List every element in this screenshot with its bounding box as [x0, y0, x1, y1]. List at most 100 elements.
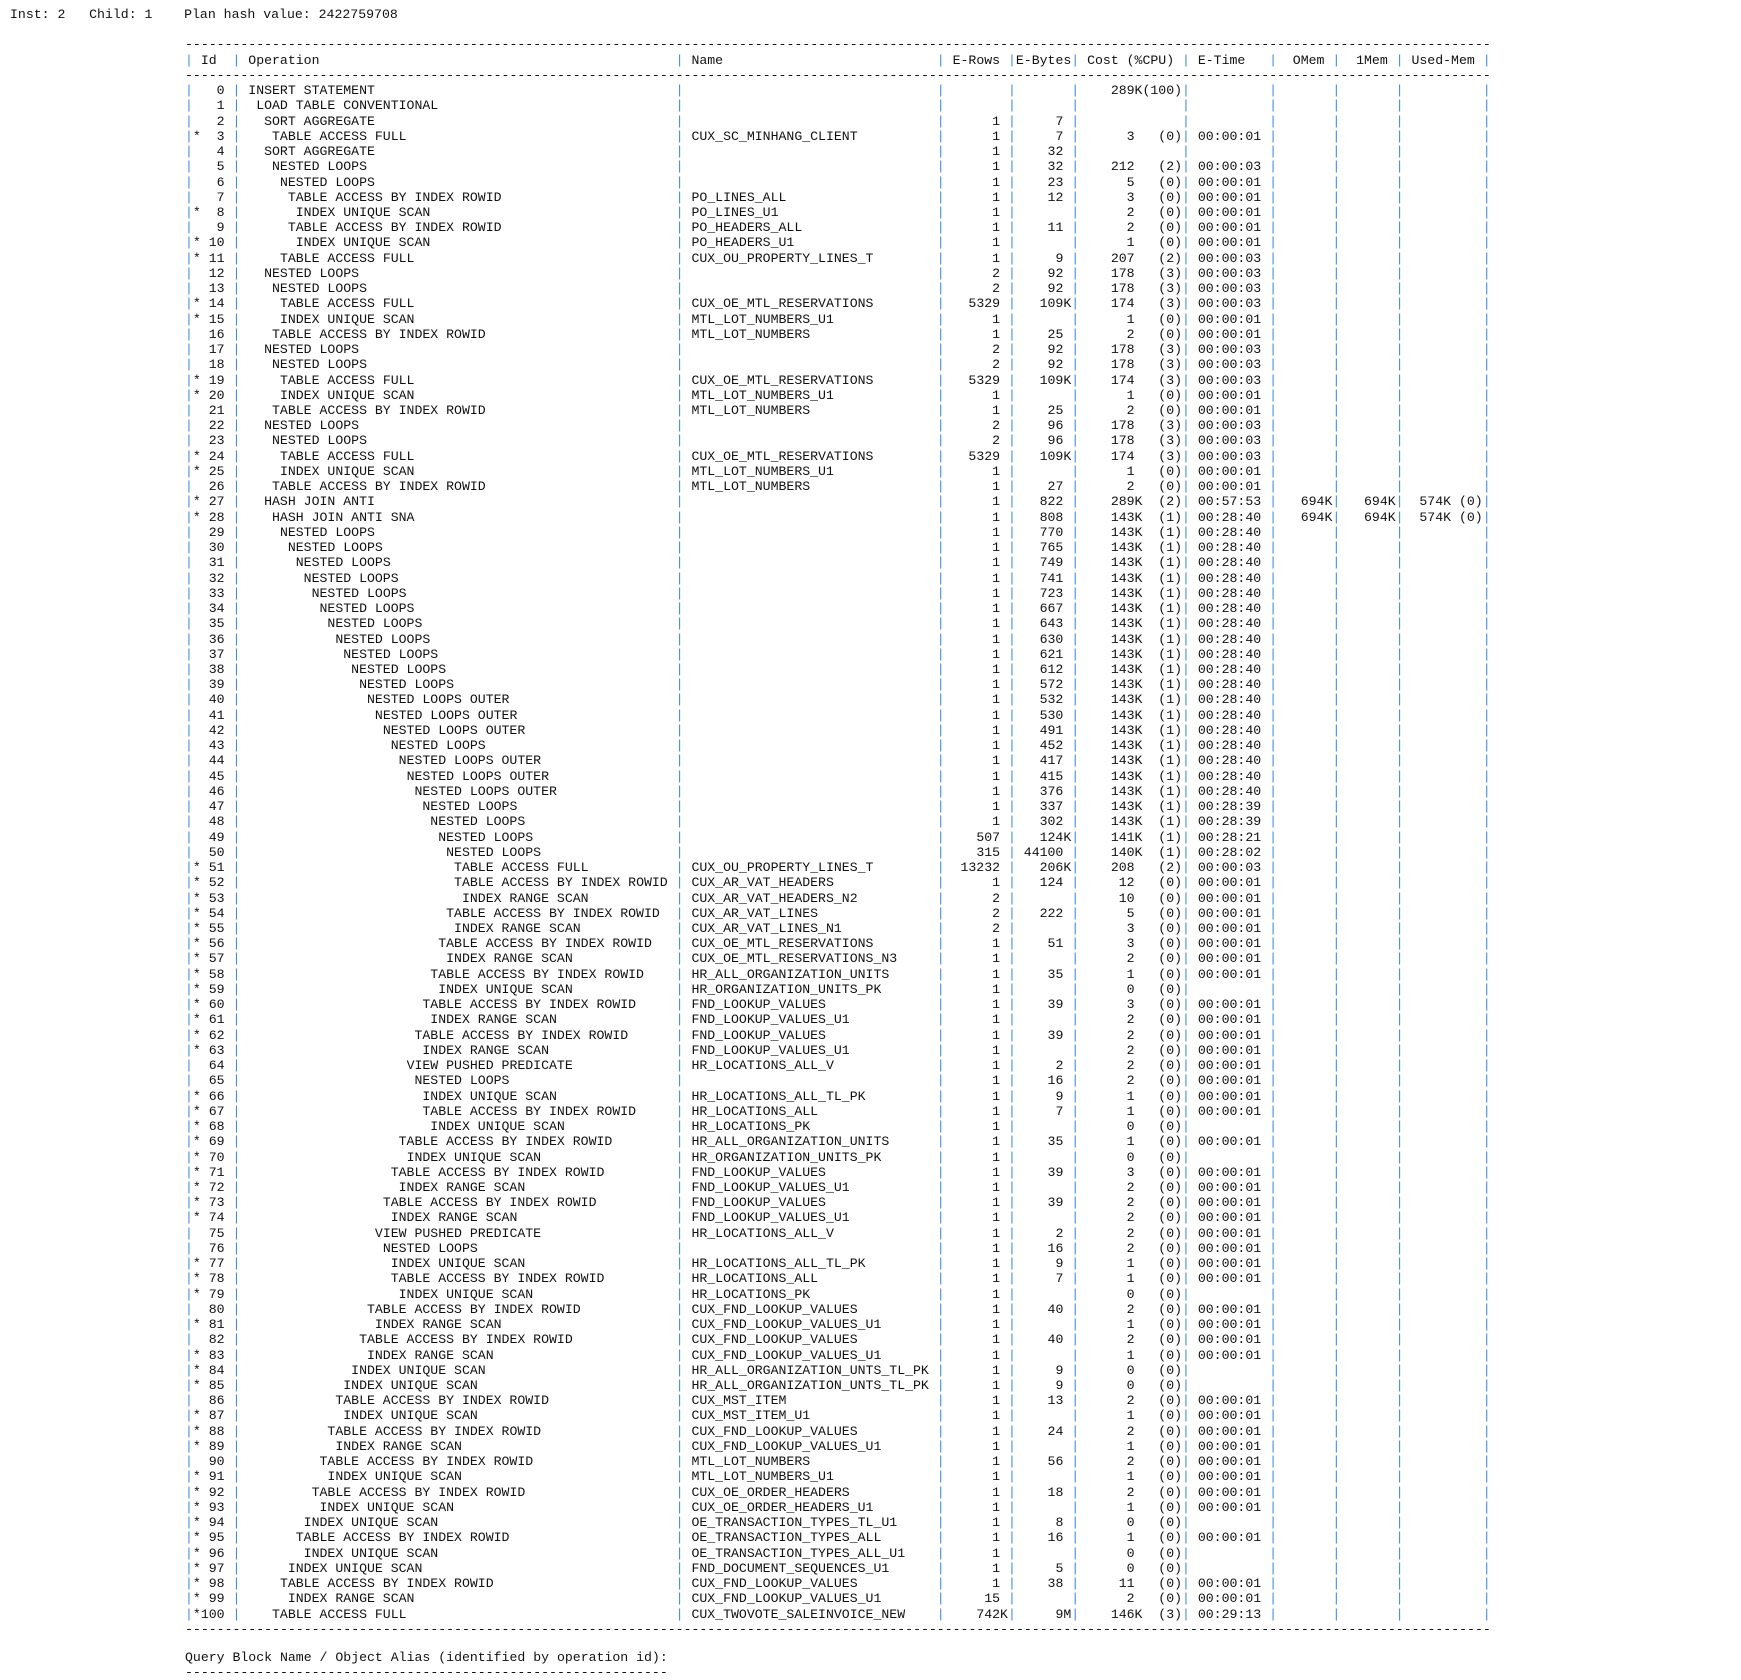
used-mem	[1404, 814, 1483, 829]
column-separator	[937, 418, 945, 433]
column-separator	[937, 1119, 945, 1134]
column-separator	[1483, 1089, 1491, 1104]
column-separator	[1483, 312, 1491, 327]
cost: 2	[1126, 1058, 1135, 1074]
plan-row: 64VIEW PUSHED PREDICATEHR_LOCATIONS_ALL_…	[185, 1058, 1491, 1073]
operation-id: 59	[208, 981, 225, 997]
1mem	[1340, 1241, 1395, 1256]
column-separator	[937, 891, 945, 906]
cost-cell: 1 (0)	[1079, 388, 1182, 403]
column-separator	[1269, 1012, 1277, 1027]
column-separator	[1269, 525, 1277, 540]
column-separator	[937, 1287, 945, 1302]
column-separator	[1332, 1287, 1340, 1302]
column-separator	[1008, 921, 1016, 936]
used-mem	[1404, 479, 1483, 494]
operation-id: 34	[208, 601, 225, 617]
id-cell: * 74	[193, 1210, 233, 1225]
column-separator	[185, 327, 193, 342]
id-cell: 0	[193, 83, 233, 98]
column-separator	[937, 951, 945, 966]
operation-id: 98	[208, 1576, 225, 1592]
object-name	[684, 662, 937, 677]
column-separator	[185, 1073, 193, 1088]
used-mem	[1404, 1226, 1483, 1241]
cpu-percent: (3)	[1158, 357, 1183, 373]
id-cell: * 71	[193, 1165, 233, 1180]
omem	[1277, 738, 1332, 753]
e-rows: 1	[992, 1393, 1001, 1409]
column-separator	[185, 1317, 193, 1332]
operation-id: 28	[208, 509, 225, 525]
object-name: PO_LINES_U1	[691, 204, 779, 220]
e-time: 00:28:40	[1197, 524, 1262, 540]
column-separator	[1483, 1485, 1491, 1500]
column-separator	[1008, 1332, 1016, 1347]
1mem	[1340, 205, 1395, 220]
cost-cell: 12 (0)	[1079, 875, 1182, 890]
e-rows: 2	[992, 281, 1001, 297]
object-name	[684, 753, 937, 768]
table-header-row: IdOperationNameE-RowsE-BytesCost (%CPU)E…	[185, 53, 1491, 68]
e-rows: 2	[992, 890, 1001, 906]
plan-row: 82TABLE ACCESS BY INDEX ROWIDCUX_FND_LOO…	[185, 1332, 1491, 1347]
column-separator	[1182, 129, 1190, 144]
e-bytes: 9M	[1055, 1606, 1072, 1622]
id-cell: 18	[193, 357, 233, 372]
plan-row: 43NESTED LOOPS1452143K(1)00:28:40	[185, 738, 1491, 753]
1mem	[1340, 632, 1395, 647]
column-separator	[185, 1043, 193, 1058]
used-mem	[1404, 677, 1483, 692]
column-separator	[937, 1317, 945, 1332]
column-separator	[232, 418, 240, 433]
plan-row: 42NESTED LOOPS OUTER1491143K(1)00:28:40	[185, 723, 1491, 738]
column-separator	[1396, 1591, 1404, 1606]
omem	[1277, 1530, 1332, 1545]
predicate-marker: *	[192, 1256, 201, 1272]
column-separator	[185, 997, 193, 1012]
1mem	[1340, 281, 1395, 296]
column-separator	[676, 921, 684, 936]
e-rows: 1	[992, 585, 1001, 601]
e-rows: 1	[992, 1408, 1001, 1424]
column-separator	[232, 510, 240, 525]
column-separator	[1182, 967, 1190, 982]
column-separator	[1332, 175, 1340, 190]
column-separator	[1396, 235, 1404, 250]
predicate-marker	[193, 662, 201, 677]
operation: INDEX UNIQUE SCAN	[279, 463, 415, 479]
1mem	[1340, 1119, 1395, 1134]
e-rows: 1	[992, 677, 1001, 693]
cpu-percent: (1)	[1158, 616, 1183, 632]
column-separator	[185, 723, 193, 738]
omem	[1277, 708, 1332, 723]
column-separator	[937, 875, 945, 890]
e-bytes	[1016, 1591, 1071, 1606]
used-mem	[1404, 1363, 1483, 1378]
column-separator	[1008, 144, 1016, 159]
e-bytes: 8	[1055, 1515, 1064, 1531]
operation: HASH JOIN ANTI	[264, 494, 375, 510]
column-separator	[937, 98, 945, 113]
column-separator	[1396, 951, 1404, 966]
column-separator	[676, 159, 684, 174]
column-separator	[232, 982, 240, 997]
column-separator	[185, 479, 193, 494]
cost: 0	[1126, 1378, 1135, 1394]
column-separator	[1008, 1043, 1016, 1058]
column-separator	[1332, 906, 1340, 921]
omem	[1277, 1287, 1332, 1302]
cost: 143K	[1110, 783, 1143, 799]
column-separator	[232, 1256, 240, 1271]
cpu-percent: (0)	[1158, 1195, 1183, 1211]
column-separator	[1071, 1348, 1079, 1363]
1mem	[1340, 997, 1395, 1012]
column-separator	[1008, 586, 1016, 601]
column-separator	[1332, 1073, 1340, 1088]
1mem	[1340, 388, 1395, 403]
column-separator	[1008, 1195, 1016, 1210]
operation-id: 96	[208, 1545, 225, 1561]
cost: 2	[1126, 1027, 1135, 1043]
operation: INDEX UNIQUE SCAN	[422, 1088, 557, 1104]
operation-id: 92	[208, 1484, 225, 1500]
